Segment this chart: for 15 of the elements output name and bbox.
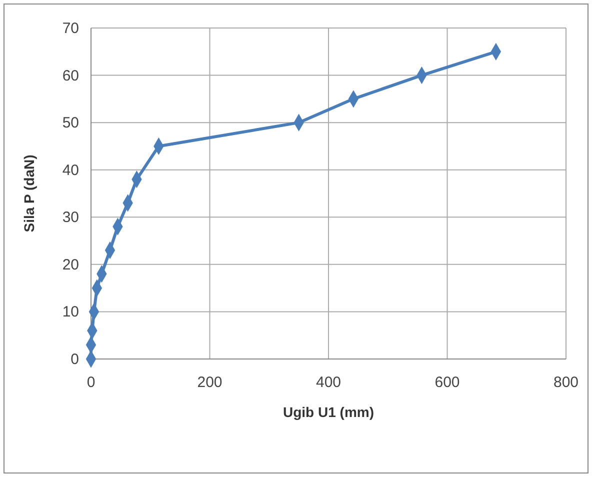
x-tick-label: 400 [316, 374, 342, 391]
y-tick-label: 20 [62, 256, 79, 274]
y-tick-label: 50 [62, 114, 79, 132]
y-tick-label: 70 [62, 20, 79, 37]
y-tick-label: 40 [62, 162, 79, 179]
y-tick-label: 30 [62, 209, 79, 226]
y-axis-title: Sila P (daN) [21, 154, 37, 232]
x-tick-label: 200 [197, 374, 222, 391]
x-tick-label: 800 [553, 374, 579, 391]
y-tick-label: 0 [70, 351, 79, 368]
y-tick-label: 60 [62, 67, 79, 84]
x-tick-label: 600 [434, 374, 460, 391]
x-tick-label: 0 [86, 374, 96, 391]
x-axis-title: Ugib U1 (mm) [283, 404, 374, 420]
y-tick-label: 10 [62, 304, 79, 321]
